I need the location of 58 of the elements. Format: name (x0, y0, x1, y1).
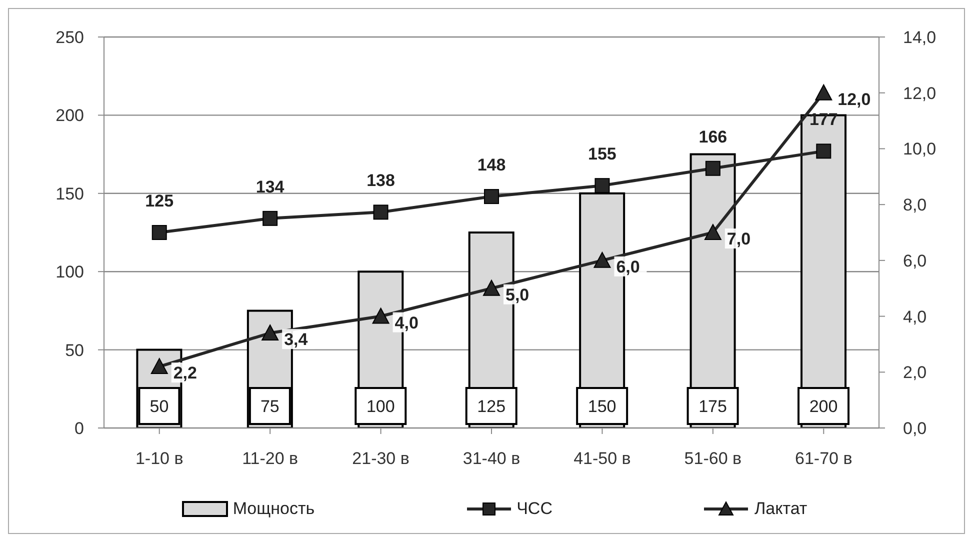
data-label: 138 (366, 171, 395, 190)
x-tick-label: 41-50 в (574, 449, 631, 468)
y2-tick-label: 8,0 (903, 196, 927, 215)
point (152, 225, 167, 240)
point (704, 224, 722, 240)
point (372, 308, 390, 324)
point (815, 84, 832, 100)
data-label: 175 (698, 396, 727, 416)
data-label: 125 (145, 192, 174, 210)
x-tick-label: 21-30 в (352, 449, 410, 468)
x-tick-label: 51-60 в (684, 449, 742, 468)
y2-tick-label: 14,0 (903, 28, 936, 48)
data-label: 150 (588, 396, 616, 416)
data-label: 125 (477, 396, 506, 416)
point (262, 210, 278, 226)
point (816, 144, 832, 159)
point (594, 252, 611, 268)
legend-label: Мощность (232, 499, 315, 518)
data-label: 3,4 (284, 330, 308, 349)
data-label: 134 (256, 177, 285, 196)
y-tick-label: 250 (56, 28, 84, 48)
data-label: 7,0 (726, 229, 751, 248)
data-label: 200 (809, 396, 838, 416)
x-tick-label: 11-20 в (242, 449, 298, 468)
y-tick-label: 0 (74, 419, 84, 438)
data-label: 148 (477, 156, 506, 175)
legend-label: ЧСС (516, 499, 552, 518)
data-label: 12,0 (838, 89, 871, 108)
y-tick-label: 100 (56, 262, 84, 282)
point (705, 160, 720, 176)
point (483, 280, 500, 296)
y-tick-label: 200 (56, 106, 84, 126)
data-label: 100 (366, 396, 395, 416)
data-label: 50 (150, 396, 169, 416)
legend-label: Лактат (754, 499, 808, 518)
y-tick-label: 50 (65, 340, 84, 360)
x-tick-label: 1-10 в (135, 449, 184, 468)
data-label: 4,0 (394, 312, 418, 332)
x-tick-label: 31-40 в (462, 449, 520, 468)
point (262, 324, 279, 341)
data-label: 2,2 (173, 363, 197, 382)
y2-tick-label: 6,0 (903, 251, 927, 270)
y2-tick-label: 0,0 (903, 419, 927, 438)
data-label: 75 (260, 396, 280, 416)
data-label: 155 (588, 144, 616, 164)
y2-tick-label: 2,0 (903, 363, 927, 382)
y2-tick-label: 10,0 (903, 140, 936, 159)
data-label: 166 (698, 127, 728, 146)
point (484, 189, 499, 204)
point (594, 178, 610, 194)
y2-tick-label: 12,0 (903, 84, 936, 103)
y2-tick-label: 4,0 (903, 307, 927, 326)
point (373, 204, 388, 220)
data-label: 5,0 (506, 284, 530, 304)
data-label: 6,0 (616, 256, 640, 276)
point (150, 358, 168, 374)
y-tick-label: 150 (56, 184, 84, 204)
x-tick-label: 61-70 в (795, 449, 852, 468)
